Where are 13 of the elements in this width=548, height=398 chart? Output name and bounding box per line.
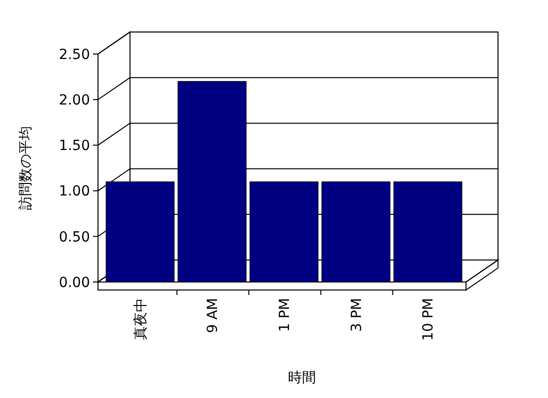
y-tick-label: 0.00 (58, 274, 90, 291)
y-tick-label: 1.50 (58, 138, 90, 154)
y-tick-label: 2.50 (58, 46, 90, 63)
y-tick-label: 2.00 (58, 92, 90, 108)
x-axis-title: 時間 (288, 370, 316, 386)
y-tick-label: 0.50 (58, 229, 90, 246)
x-tick-label: 9 AM (204, 298, 221, 334)
y-tick-label: 1.00 (58, 184, 90, 200)
x-tick-label: 3 PM (348, 298, 365, 332)
x-tick-label: 10 PM (420, 298, 437, 341)
x-tick-label: 真夜中 (133, 298, 150, 340)
y-axis-title: 訪問数の平均 (18, 126, 34, 210)
x-tick-label: 1 PM (276, 298, 293, 332)
